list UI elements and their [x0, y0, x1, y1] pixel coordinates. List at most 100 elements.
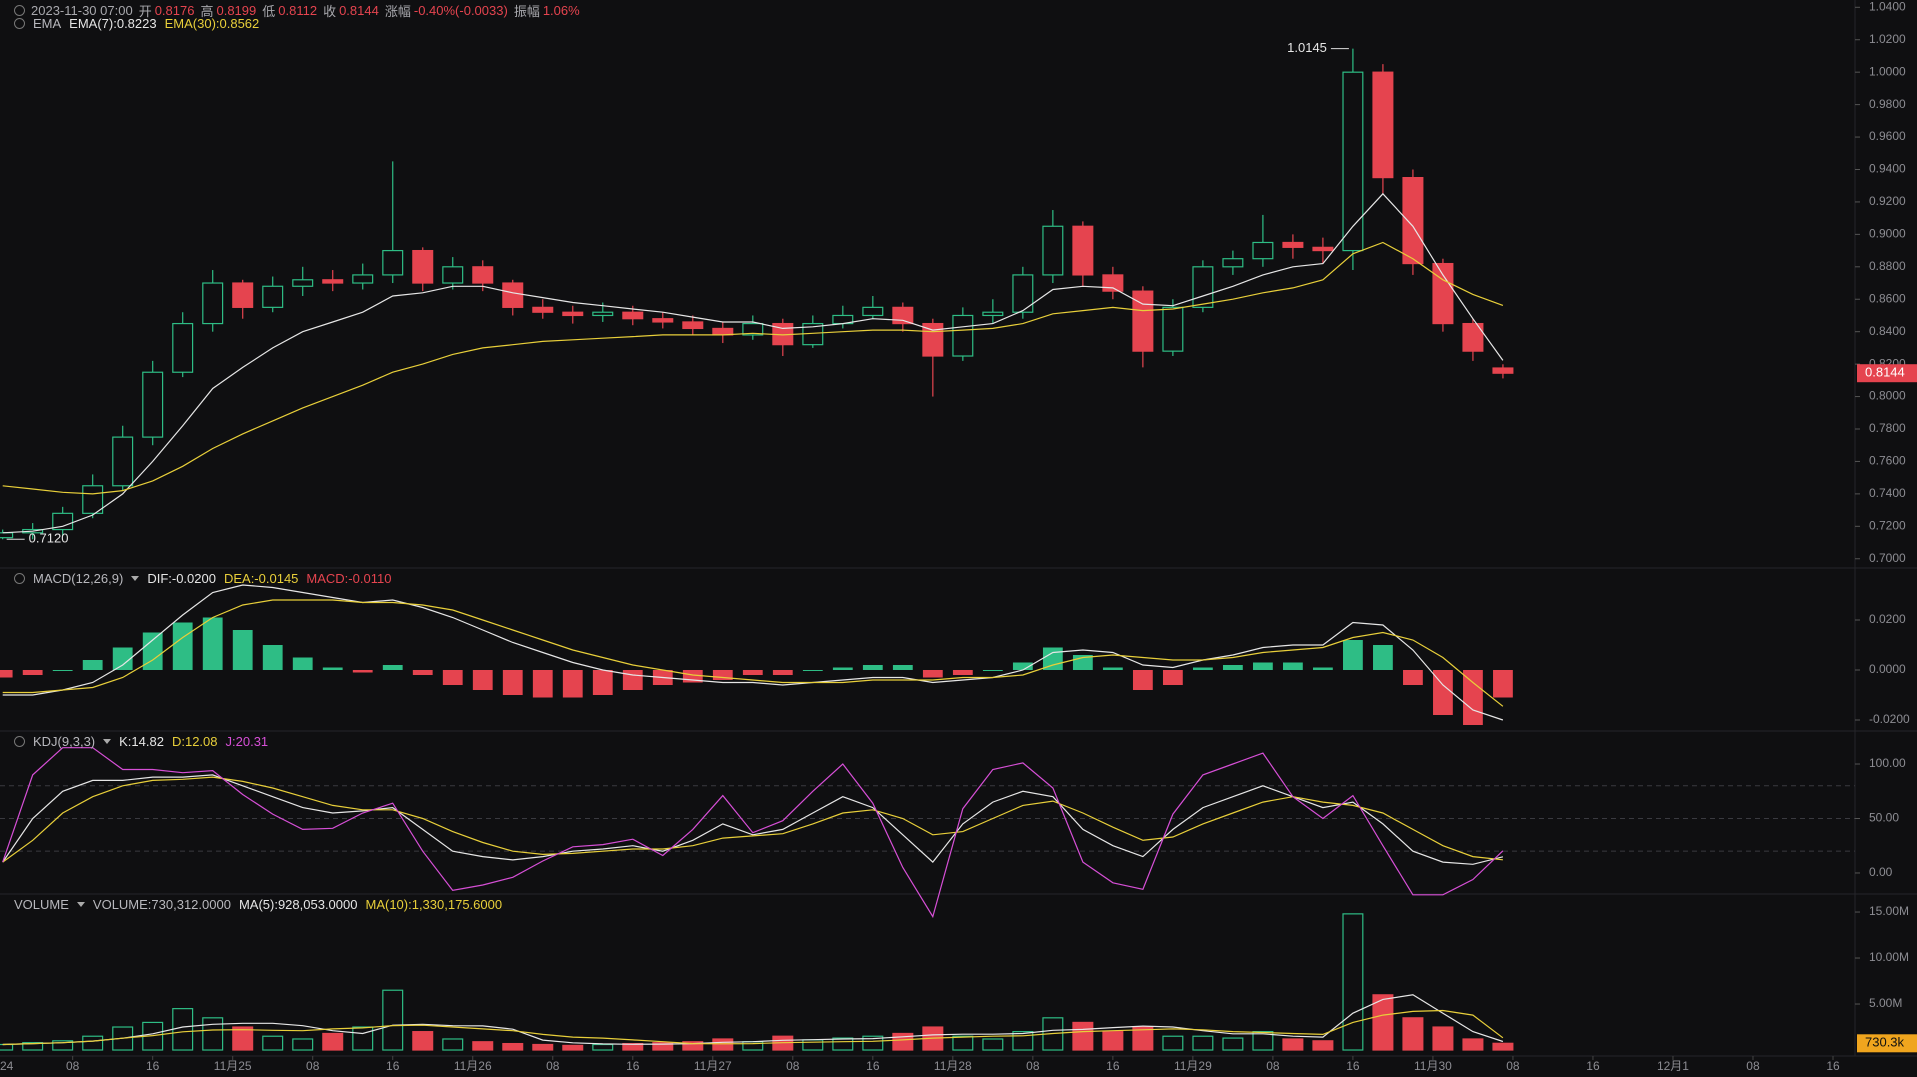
candle-body [82, 485, 104, 514]
candle-body [682, 321, 704, 330]
legend-entry: MA(10):1,330,175.6000 [365, 897, 503, 912]
candle-body [622, 311, 644, 320]
candle-body [412, 249, 434, 284]
macd-bar [292, 657, 313, 670]
macd-bar [1493, 670, 1513, 698]
volume-bar [802, 1039, 824, 1051]
indicator-line [2, 1009, 1504, 1046]
candle-body [652, 318, 674, 323]
legend-row: KDJ(9,3,3) K:14.82 D:12.08 J:20.31 [14, 734, 268, 749]
x-tick-label: 16 [1826, 1059, 1840, 1073]
candle-body [1372, 71, 1394, 179]
x-tick-label: 11月30 [1414, 1059, 1452, 1073]
volume-bar [1342, 913, 1364, 1051]
macd-bar [52, 670, 73, 671]
y-tick-label: 5.00M [1869, 996, 1902, 1010]
field-label: 低 [262, 4, 276, 19]
volume-bar [262, 1035, 284, 1051]
x-tick-label: 08 [66, 1059, 80, 1073]
candle-body [1102, 274, 1124, 292]
macd-bar [802, 670, 823, 671]
x-tick-label: 08 [1026, 1059, 1040, 1073]
field-label: 涨幅 [384, 4, 411, 19]
volume-bar [1192, 1035, 1214, 1051]
volume-bar [82, 1035, 104, 1051]
candle-body [892, 306, 914, 325]
volume-bar [1102, 1031, 1124, 1051]
volume-bar [172, 1008, 194, 1051]
candle-body [52, 512, 74, 531]
macd-bar [442, 670, 463, 685]
y-tick-label: 0.7400 [1869, 486, 1906, 500]
legend-entry: KDJ(9,3,3) [33, 734, 96, 749]
macd-bar [502, 670, 523, 695]
field-value: 0.8112 [278, 3, 318, 18]
x-tick-label: 08 [306, 1059, 320, 1073]
legend-entry: VOLUME [14, 897, 69, 912]
candle-body [1402, 177, 1424, 265]
volume-bar [1312, 1040, 1334, 1051]
candle-body [1432, 262, 1454, 325]
volume-bar [352, 1026, 374, 1051]
macd-bar [1463, 670, 1483, 725]
macd-bar [322, 667, 343, 670]
volume-bar [982, 1038, 1004, 1051]
candle-body [1072, 225, 1094, 276]
volume-bar [712, 1038, 734, 1051]
macd-bar [1343, 640, 1363, 670]
volume-bar [592, 1043, 614, 1051]
legend-caret [103, 739, 112, 744]
macd-bar [712, 670, 733, 680]
x-tick-label: 16 [1586, 1059, 1600, 1073]
x-tick-label: 08 [1266, 1059, 1280, 1073]
x-tick-label: 16 [1346, 1059, 1360, 1073]
candle-body [352, 274, 374, 284]
volume-bar [652, 1042, 674, 1051]
volume-bar [1162, 1035, 1184, 1051]
y-tick-label: 0.9000 [1869, 227, 1906, 241]
volume-bar [442, 1038, 464, 1051]
legend-entry: K:14.82 [119, 734, 164, 749]
field-label: 收 [323, 4, 337, 19]
x-tick-label: 16 [626, 1059, 640, 1073]
volume-bar [1492, 1042, 1514, 1051]
macd-bar [862, 665, 883, 670]
candle-body [1342, 71, 1364, 252]
legend-icon [14, 573, 25, 584]
candle-body [442, 266, 464, 284]
macd-bar [1282, 662, 1303, 670]
macd-bar [832, 667, 853, 670]
x-tick-label: 16 [866, 1059, 880, 1073]
macd-bar [202, 617, 223, 670]
macd-bar [1403, 670, 1423, 685]
candle-body [592, 311, 614, 317]
x-tick-label: 11月28 [934, 1059, 972, 1073]
legend-row: EMA EMA(7):0.8223 EMA(30):0.8562 [14, 16, 259, 31]
y-tick-label: 100.00 [1869, 756, 1906, 770]
x-tick-label: 16 [1106, 1059, 1120, 1073]
macd-bar [382, 665, 403, 670]
y-tick-label: 0.8800 [1869, 259, 1906, 273]
candle-body [742, 322, 764, 336]
indicator-line [2, 599, 1504, 707]
macd-bar [352, 670, 373, 673]
volume-bar [0, 1043, 14, 1051]
x-tick-label: 11月26 [454, 1059, 492, 1073]
macd-bar [82, 660, 103, 670]
y-tick-label: 0.7200 [1869, 518, 1906, 532]
y-tick-label: 0.8600 [1869, 291, 1906, 305]
volume-bar [22, 1042, 44, 1051]
volume-bar [1282, 1038, 1304, 1051]
macd-bar [922, 670, 943, 678]
candle-body [322, 279, 344, 284]
macd-bar [1042, 647, 1063, 670]
macd-bar [622, 670, 643, 690]
x-tick-label: 11月29 [1174, 1059, 1212, 1073]
legend-entry: EMA(7):0.8223 [69, 16, 157, 31]
macd-bar [142, 632, 163, 670]
candle-body [142, 371, 164, 438]
macd-bar [1313, 667, 1333, 670]
header-icon [14, 5, 25, 16]
legend-entry: DEA:-0.0145 [223, 571, 299, 586]
field-value: 0.8199 [216, 3, 257, 18]
